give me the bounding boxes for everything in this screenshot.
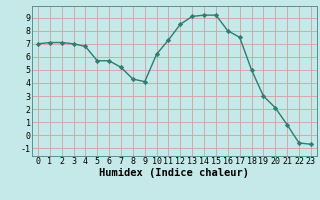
X-axis label: Humidex (Indice chaleur): Humidex (Indice chaleur) (100, 168, 249, 178)
